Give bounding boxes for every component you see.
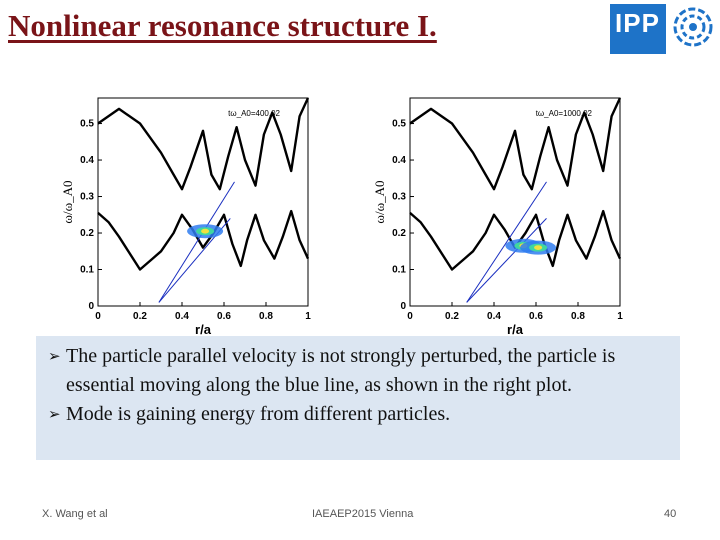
x-tick-label: 0 [407,311,413,322]
x-tick-label: 0.4 [175,311,189,322]
bullet-text: The particle parallel velocity is not st… [66,345,616,396]
resonance-plot-right: 0 0.2 0.4 0.6 0.8 1 0 0.1 0.2 0.3 0.4 0.5 r/a ω/ω_A0 t… [370,90,623,337]
frequency-curve [97,209,310,271]
resonance-plot-left: 0 0.2 0.4 0.6 0.8 1 0 0.1 0.2 0.3 0.4 0.5 r/a ω/ω_A0 t… [58,90,311,337]
frequency-curve [409,209,622,271]
y-tick-label: 0.2 [80,228,94,239]
ipp-emblem-icon [673,7,713,47]
x-tick-label: 0.8 [571,311,585,322]
bullet-item: ➢ The particle parallel velocity is not … [48,342,672,400]
plot-frame [97,97,309,307]
plot-frame [409,97,621,307]
hotspot-core [534,245,543,251]
resonance-line [466,218,547,303]
footer-page-number: 40 [664,508,677,520]
hotspot-core [201,228,210,234]
frequency-curve [97,97,310,191]
arrow-bullet-icon: ➢ [48,347,61,365]
x-tick-label: 0.6 [529,311,543,322]
y-tick-label: 0.4 [80,155,94,166]
arrow-bullet-icon: ➢ [48,405,61,423]
x-tick-label: 0.6 [217,311,231,322]
time-annotation: tω_A0=400.02 [228,109,280,118]
y-tick-label: 0.5 [392,119,406,130]
y-tick-label: 0.3 [80,192,94,203]
x-axis-label: r/a [507,322,524,337]
x-tick-label: 1 [617,311,623,322]
y-axis-label: ω/ω_A0 [60,180,75,223]
x-tick-label: 0.2 [133,311,147,322]
y-axis-label: ω/ω_A0 [372,180,387,223]
y-tick-label: 0.2 [392,228,406,239]
y-tick-label: 0.3 [392,192,406,203]
bullet-textbox: ➢ The particle parallel velocity is not … [36,336,680,460]
x-tick-label: 0 [95,311,101,322]
y-tick-label: 0 [88,301,94,312]
y-tick-label: 0.1 [392,265,406,276]
y-tick-label: 0.4 [392,155,406,166]
x-axis-label: r/a [195,322,212,337]
y-tick-label: 0.5 [80,119,94,130]
x-tick-label: 0.2 [445,311,459,322]
slide-title: Nonlinear resonance structure I. [8,8,437,43]
frequency-curve [409,97,622,191]
bullet-text: Mode is gaining energy from different pa… [66,403,451,425]
time-annotation: tω_A0=1000.02 [536,109,593,118]
particle-hotspot [187,224,224,239]
resonance-plot-left-svg: 0 0.2 0.4 0.6 0.8 1 0 0.1 0.2 0.3 0.4 0.5 r/a ω/ω_A0 t… [60,97,311,337]
particle-hotspot [520,240,557,255]
x-tick-label: 0.8 [259,311,273,322]
footer-author: X. Wang et al [42,508,108,520]
resonance-line [466,181,547,303]
y-tick-label: 0.1 [80,265,94,276]
ipp-logo: IPP [610,4,666,54]
x-tick-label: 1 [305,311,311,322]
x-tick-label: 0.4 [487,311,501,322]
resonance-line [158,181,235,303]
resonance-plot-right-svg: 0 0.2 0.4 0.6 0.8 1 0 0.1 0.2 0.3 0.4 0.5 r/a ω/ω_A0 t… [372,97,623,337]
y-tick-label: 0 [400,301,406,312]
bullet-item: ➢ Mode is gaining energy from different … [48,400,672,429]
ipp-logo-text: IPP [615,8,660,38]
footer-event: IAEAEP2015 Vienna [312,508,414,520]
